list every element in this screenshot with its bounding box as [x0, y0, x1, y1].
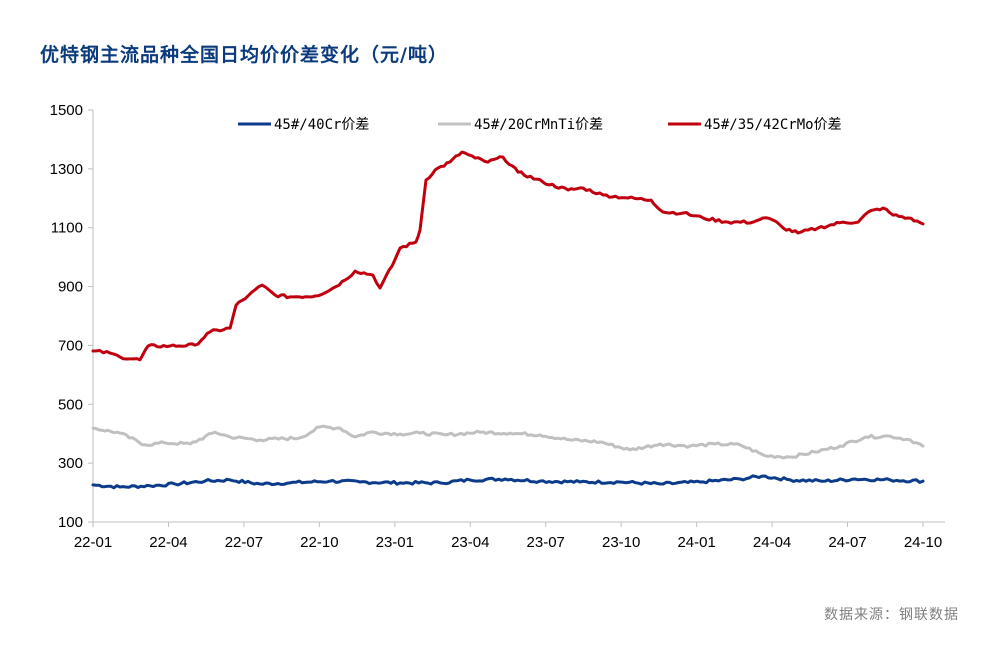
y-axis-ticks: 1500 1300 1100 900 700 500 300 100	[50, 102, 93, 531]
y-tick-label: 1500	[50, 102, 83, 119]
x-tick-label: 24-10	[904, 534, 942, 551]
series-line-1	[91, 474, 925, 490]
series-line-3	[91, 150, 925, 362]
y-tick-label: 1300	[50, 161, 83, 178]
y-tick-label: 900	[58, 279, 83, 296]
series-line-2	[91, 424, 925, 460]
legend-item-2: 45#/20CrMnTi价差	[438, 117, 603, 133]
y-tick-label: 1100	[51, 220, 83, 237]
x-tick-label: 23-07	[527, 534, 565, 551]
x-tick-label: 22-10	[300, 534, 338, 551]
chart-axes	[92, 110, 945, 523]
legend-label: 45#/20CrMnTi价差	[474, 117, 603, 133]
legend-label: 45#/40Cr价差	[274, 117, 369, 133]
legend: 45#/40Cr价差 45#/20CrMnTi价差 45#/35/42CrMo价差	[238, 117, 842, 133]
x-tick-label: 24-01	[677, 534, 715, 551]
x-tick-label: 24-07	[828, 534, 866, 551]
x-tick-label: 23-04	[451, 534, 489, 551]
y-tick-label: 700	[58, 337, 83, 354]
data-source-note: 数据来源：钢联数据	[824, 607, 959, 623]
x-tick-label: 23-01	[376, 534, 414, 551]
x-tick-label: 22-04	[149, 534, 187, 551]
legend-item-3: 45#/35/42CrMo价差	[668, 117, 842, 133]
y-tick-label: 100	[58, 514, 83, 531]
y-tick-label: 500	[58, 396, 83, 413]
y-tick-label: 300	[58, 455, 83, 472]
legend-label: 45#/35/42CrMo价差	[704, 117, 842, 133]
series-lines	[91, 150, 925, 490]
x-axis-ticks: 22-01 22-04 22-07 22-10 23-01 23-04 23-07 23-10…	[74, 522, 942, 551]
legend-item-1: 45#/40Cr价差	[238, 117, 369, 133]
x-tick-label: 22-01	[74, 534, 112, 551]
chart-title: 优特钢主流品种全国日均价价差变化（元/吨）	[40, 44, 448, 66]
x-tick-label: 22-07	[225, 534, 263, 551]
x-tick-label: 23-10	[602, 534, 640, 551]
x-tick-label: 24-04	[753, 534, 791, 551]
